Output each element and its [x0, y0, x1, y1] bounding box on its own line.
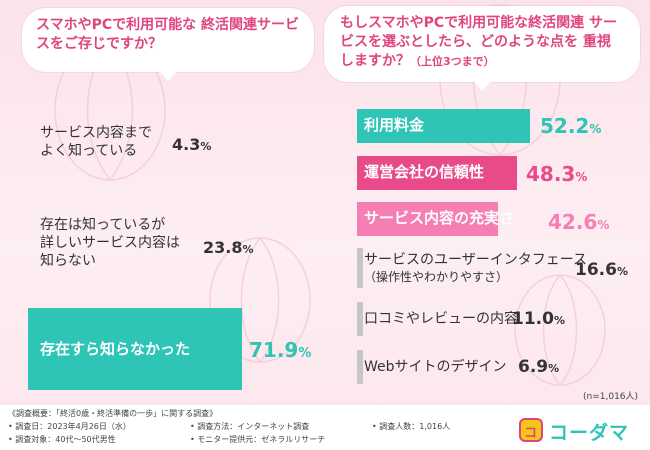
value-label-1: 48.3% — [526, 162, 587, 186]
bar-2 — [357, 202, 498, 236]
survey-overview: 《調査概要：「終活0歳・終活準備の一歩」に関する調査》 — [8, 409, 218, 418]
survey-date: • 調査日：2023年4月26日（水） — [8, 422, 131, 431]
value-number: 48.3 — [526, 162, 576, 186]
value-unit: % — [553, 314, 565, 327]
value-label-0: 52.2% — [540, 114, 601, 138]
value-label-0: 4.3% — [172, 135, 211, 154]
question-2-bubble: もしスマホやPCで利用可能な終活関連 サービスを選ぶとしたら、どのような点を 重… — [324, 6, 640, 91]
value-number: 11.0 — [512, 309, 554, 329]
category-label-2: サービス内容の充実さ — [364, 209, 514, 228]
category-label-3: サービスのユーザーインタフェース （操作性やわかりやすさ） — [364, 252, 587, 285]
value-label-5: 6.9% — [518, 357, 559, 377]
bar-2 — [28, 308, 242, 390]
category-label-0: 利用料金 — [364, 116, 424, 135]
value-label-3: 16.6% — [575, 260, 628, 280]
category-label-5: Webサイトのデザイン — [364, 359, 507, 377]
value-label-2: 42.6% — [548, 210, 609, 234]
brand-logo: コ コーダマ — [519, 418, 629, 444]
value-unit: % — [548, 362, 560, 375]
question-2-text: もしスマホやPCで利用可能な終活関連 サービスを選ぶとしたら、どのような点を 重… — [340, 15, 617, 69]
value-unit: % — [242, 243, 254, 256]
category-label-2: 存在すら知らなかった — [40, 340, 190, 360]
label-line: （操作性やわかりやすさ） — [364, 269, 509, 284]
value-unit: % — [616, 265, 628, 278]
question-1-text: スマホやPCで利用可能な 終活関連サービスをご存じですか？ — [36, 17, 299, 52]
label-line: よく知っている — [40, 143, 138, 160]
value-number: 4.3 — [172, 135, 201, 154]
label-line: サービスのユーザーインタフェース — [364, 252, 588, 268]
logo-mark-icon: コ — [519, 418, 543, 442]
bar-1 — [357, 156, 517, 190]
value-number: 52.2 — [540, 114, 590, 138]
category-label-1: 存在は知っているが 詳しいサービス内容は 知らない — [40, 216, 180, 271]
survey-method: • 調査方法：インターネット調査 — [190, 422, 310, 431]
question-2-subtext: （上位3つまで） — [410, 54, 495, 68]
logo-text: コーダマ — [549, 422, 630, 444]
survey-target: • 調査対象：40代〜50代男性 — [8, 435, 116, 444]
value-label-4: 11.0% — [512, 309, 565, 329]
logo-mark: コ — [524, 426, 538, 441]
value-unit: % — [200, 140, 212, 153]
bar-0 — [357, 109, 530, 143]
value-number: 16.6 — [575, 260, 617, 280]
value-unit: % — [597, 218, 610, 232]
label-line: 存在すら知らなかった — [40, 340, 191, 358]
value-label-1: 23.8% — [203, 238, 254, 257]
label-line: 口コミやレビューの内容 — [364, 311, 518, 327]
label-line: サービス内容まで — [40, 125, 152, 141]
value-number: 23.8 — [203, 238, 243, 257]
question-1-bubble: スマホやPCで利用可能な 終活関連サービスをご存じですか？ — [22, 8, 314, 81]
bar-5 — [357, 350, 363, 384]
survey-count: • 調査人数：1,016人 — [372, 422, 451, 431]
bar-3 — [357, 248, 363, 288]
value-unit: % — [298, 346, 312, 361]
label-line: 利用料金 — [364, 116, 425, 134]
category-label-0: サービス内容まで よく知っている — [40, 124, 152, 160]
label-line: 知らない — [40, 253, 96, 270]
category-label-1: 運営会社の信頼性 — [364, 163, 484, 182]
value-number: 6.9 — [518, 357, 549, 377]
label-line: サービス内容の充実さ — [364, 209, 515, 227]
sample-size-note: (n=1,016人) — [583, 392, 639, 402]
label-line: 運営会社の信頼性 — [364, 163, 485, 181]
survey-provider: • モニター提供元：ゼネラルリサーチ — [190, 435, 326, 444]
value-number: 71.9 — [249, 338, 299, 362]
value-unit: % — [575, 170, 588, 184]
value-number: 42.6 — [548, 210, 598, 234]
value-label-2: 71.9% — [249, 338, 311, 362]
value-unit: % — [589, 122, 602, 136]
label-line: Webサイトのデザイン — [364, 359, 507, 375]
label-line: 存在は知っているが — [40, 217, 166, 233]
bar-4 — [357, 302, 363, 336]
category-label-4: 口コミやレビューの内容 — [364, 311, 518, 329]
label-line: 詳しいサービス内容は — [40, 235, 180, 252]
